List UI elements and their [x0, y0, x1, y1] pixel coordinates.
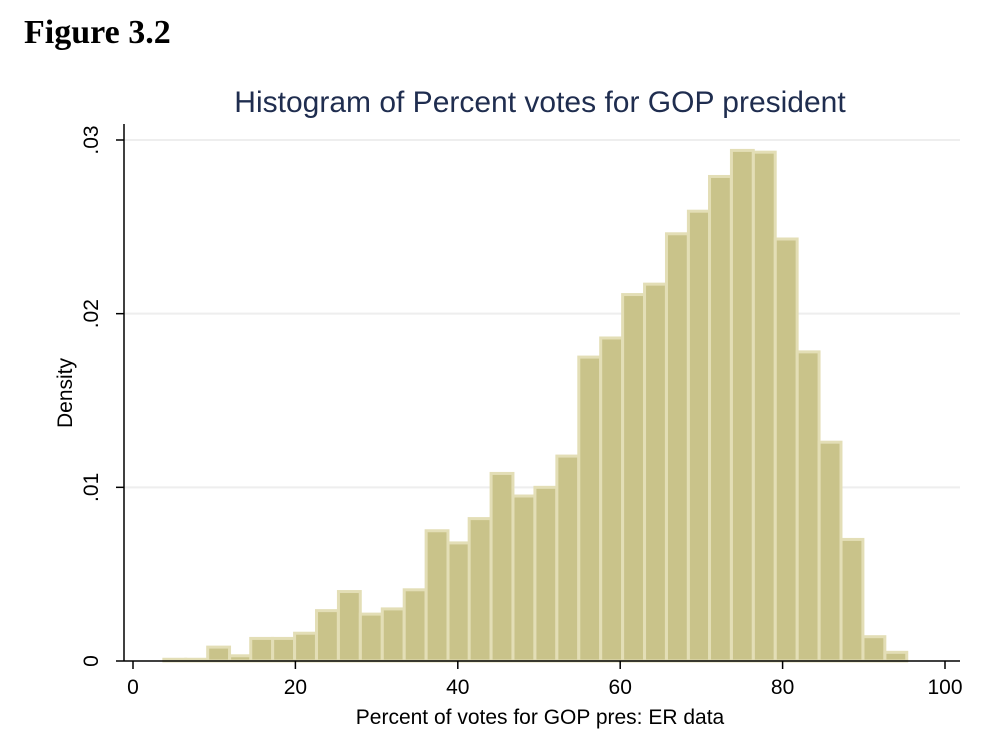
y-tick-label: .03 [80, 125, 103, 154]
y-tick-label: 0 [80, 655, 103, 667]
histogram-bar [708, 174, 733, 663]
histogram-bar [839, 537, 865, 663]
y-tick-label: .01 [80, 473, 103, 502]
histogram-bar [228, 654, 253, 663]
histogram-bar [686, 209, 712, 663]
figure-label: Figure 3.2 [24, 14, 171, 51]
histogram-bar [380, 607, 406, 663]
histogram-bar [206, 645, 232, 663]
histogram-bar [817, 440, 843, 663]
chart-title: Histogram of Percent votes for GOP presi… [234, 86, 846, 119]
x-tick-label: 40 [446, 676, 469, 699]
histogram-bar [533, 485, 559, 663]
histogram-bar [424, 529, 450, 663]
x-tick-label: 80 [771, 676, 794, 699]
histogram-bar [729, 148, 755, 663]
histogram-bar [751, 150, 777, 663]
histogram-bar [271, 636, 297, 663]
histogram-bar [467, 517, 493, 663]
axes [123, 124, 960, 662]
x-tick-label: 100 [927, 676, 962, 699]
histogram-bar [358, 612, 384, 663]
histogram-bar [249, 636, 275, 663]
histogram-bar [664, 232, 690, 663]
histogram-bar [555, 454, 581, 663]
x-tick-label: 20 [284, 676, 307, 699]
histogram-bar [621, 293, 646, 663]
y-axis-title: Density [54, 357, 77, 428]
x-axis-title: Percent of votes for GOP pres: ER data [356, 706, 725, 729]
histogram-bar [643, 282, 668, 663]
ticks: 0 .01 .02 .03 0 20 40 60 80 100 [80, 125, 963, 699]
histogram-bar [315, 609, 340, 663]
gridlines [124, 139, 960, 489]
histogram-bar [577, 355, 603, 663]
histogram-bar [489, 471, 515, 663]
x-tick-label: 0 [127, 676, 139, 699]
histogram-bar [599, 336, 625, 663]
histogram-bar [511, 494, 537, 663]
x-tick-label: 60 [609, 676, 632, 699]
histogram-bar [446, 541, 472, 663]
histogram-bar [883, 650, 909, 663]
histogram-bar [293, 631, 318, 663]
histogram-bar [773, 237, 799, 663]
histogram-bar [336, 590, 362, 663]
histogram-bar [402, 588, 428, 663]
histogram-bar [795, 350, 821, 663]
histogram-bars [162, 148, 909, 663]
histogram-bar [861, 635, 887, 663]
y-tick-label: .02 [80, 299, 103, 328]
